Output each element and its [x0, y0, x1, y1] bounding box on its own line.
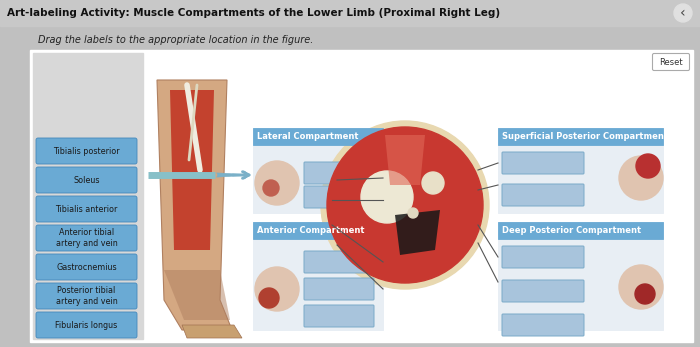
Text: Posterior tibial
artery and vein: Posterior tibial artery and vein	[55, 286, 118, 306]
FancyBboxPatch shape	[304, 162, 374, 184]
Polygon shape	[164, 270, 230, 320]
Polygon shape	[395, 210, 440, 255]
Bar	[498, 128, 663, 145]
Bar	[498, 222, 663, 239]
Text: Tibialis anterior: Tibialis anterior	[55, 204, 118, 213]
Polygon shape	[385, 135, 425, 185]
FancyBboxPatch shape	[652, 53, 690, 70]
Circle shape	[263, 180, 279, 196]
Circle shape	[619, 156, 663, 200]
Circle shape	[674, 4, 692, 22]
FancyBboxPatch shape	[502, 314, 584, 336]
Bar	[30, 50, 693, 342]
FancyBboxPatch shape	[304, 305, 374, 327]
FancyBboxPatch shape	[502, 246, 584, 268]
Text: Deep Posterior Compartment: Deep Posterior Compartment	[502, 226, 641, 235]
Text: Superficial Posterior Compartment: Superficial Posterior Compartment	[502, 132, 668, 141]
Text: Anterior tibial
artery and vein: Anterior tibial artery and vein	[55, 228, 118, 248]
Polygon shape	[170, 90, 214, 250]
FancyBboxPatch shape	[502, 280, 584, 302]
Bar	[253, 128, 383, 213]
Text: Fibularis longus: Fibularis longus	[55, 321, 118, 330]
Text: Anterior Compartment: Anterior Compartment	[257, 226, 365, 235]
Bar	[498, 128, 663, 213]
Text: Lateral Compartment: Lateral Compartment	[257, 132, 358, 141]
Text: Reset: Reset	[659, 58, 682, 67]
FancyBboxPatch shape	[36, 167, 137, 193]
Circle shape	[408, 208, 418, 218]
FancyBboxPatch shape	[502, 152, 584, 174]
Circle shape	[619, 265, 663, 309]
FancyBboxPatch shape	[304, 186, 374, 208]
Circle shape	[422, 172, 444, 194]
Text: Soleus: Soleus	[74, 176, 99, 185]
Polygon shape	[182, 325, 242, 338]
FancyBboxPatch shape	[36, 312, 137, 338]
Bar	[0, 0, 700, 26]
FancyBboxPatch shape	[36, 254, 137, 280]
Circle shape	[361, 171, 413, 223]
Circle shape	[636, 154, 660, 178]
Text: Gastrocnemius: Gastrocnemius	[56, 262, 117, 271]
FancyBboxPatch shape	[502, 184, 584, 206]
Circle shape	[255, 267, 299, 311]
Bar	[33, 53, 143, 339]
Bar	[253, 222, 383, 239]
FancyBboxPatch shape	[304, 251, 374, 273]
Circle shape	[327, 127, 483, 283]
Circle shape	[635, 284, 655, 304]
Bar	[253, 128, 383, 145]
Bar	[253, 222, 383, 330]
Circle shape	[321, 121, 489, 289]
Bar	[498, 222, 663, 330]
Text: Drag the labels to the appropriate location in the figure.: Drag the labels to the appropriate locat…	[38, 35, 314, 45]
FancyBboxPatch shape	[36, 138, 137, 164]
FancyBboxPatch shape	[36, 196, 137, 222]
FancyBboxPatch shape	[304, 278, 374, 300]
Circle shape	[255, 161, 299, 205]
FancyBboxPatch shape	[36, 225, 137, 251]
Polygon shape	[157, 80, 232, 330]
Text: Tibialis posterior: Tibialis posterior	[53, 146, 120, 155]
FancyBboxPatch shape	[36, 283, 137, 309]
Circle shape	[259, 288, 279, 308]
Text: Art-labeling Activity: Muscle Compartments of the Lower Limb (Proximal Right Leg: Art-labeling Activity: Muscle Compartmen…	[7, 8, 500, 18]
Text: ‹: ‹	[680, 6, 686, 20]
